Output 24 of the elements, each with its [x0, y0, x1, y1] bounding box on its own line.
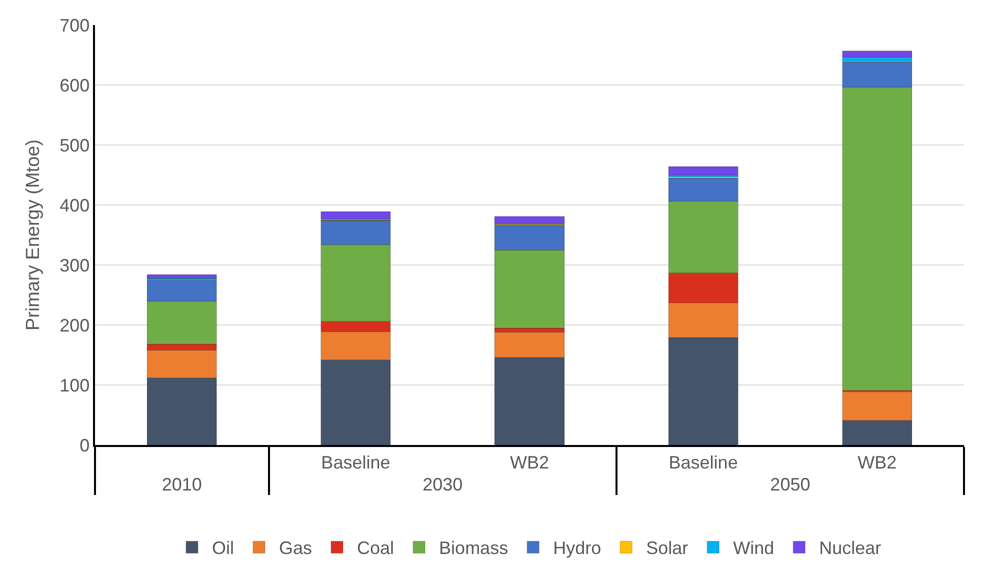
legend-label: Hydro: [553, 538, 602, 558]
legend-label: Coal: [357, 538, 394, 558]
legend-label: Solar: [646, 538, 688, 558]
y-tick-label: 200: [60, 315, 90, 336]
text: 2050: [770, 474, 810, 494]
legend-label: Wind: [733, 538, 774, 558]
y-tick-label: 300: [60, 255, 90, 276]
x-tick-label: WB2: [858, 452, 897, 472]
x-tick-label: Baseline: [321, 452, 390, 472]
legend-label: Oil: [212, 538, 234, 558]
x-tick-label: Baseline: [668, 452, 738, 472]
y-axis-title: Primary Energy (Mtoe): [22, 139, 44, 331]
text: 2030: [422, 474, 463, 494]
y-tick-label: 700: [60, 15, 90, 36]
legend-label: Gas: [279, 538, 312, 558]
y-tick-label: 500: [60, 135, 90, 156]
legend-label: Nuclear: [819, 538, 882, 558]
legend-label: Biomass: [439, 538, 508, 558]
y-tick-label: 0: [80, 435, 90, 456]
x-tick-label: WB2: [510, 452, 550, 472]
y-tick-label: 600: [60, 75, 90, 96]
text: 2010: [162, 474, 202, 494]
y-tick-label: 100: [60, 375, 90, 396]
y-tick-label: 400: [60, 195, 90, 216]
